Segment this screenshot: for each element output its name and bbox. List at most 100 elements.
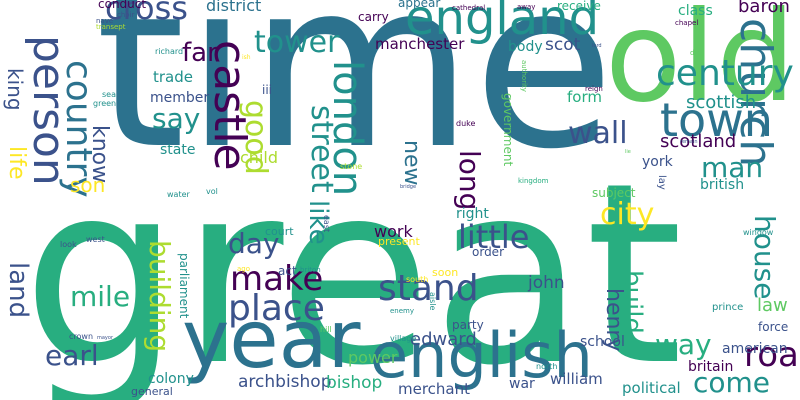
word-law: law bbox=[757, 295, 788, 316]
word-class: class bbox=[678, 3, 713, 19]
word-trade: trade bbox=[153, 68, 193, 86]
word-political: political bbox=[622, 379, 681, 397]
word-man: man bbox=[701, 151, 764, 184]
word-form: form bbox=[567, 88, 602, 106]
word-say: say bbox=[152, 102, 201, 135]
word-century: century bbox=[656, 53, 794, 94]
word-window: window bbox=[743, 228, 774, 237]
word-present: present bbox=[378, 235, 420, 248]
word-ago: ago bbox=[237, 265, 251, 273]
word-baron: baron bbox=[738, 0, 790, 17]
word-old: old bbox=[605, 0, 796, 130]
word-new: new bbox=[399, 140, 424, 186]
word-kingdom: kingdom bbox=[518, 177, 549, 185]
word-enemy: enemy bbox=[390, 307, 415, 315]
word-government: government bbox=[501, 93, 515, 167]
word-day: day bbox=[228, 227, 280, 260]
word-receive: receive bbox=[557, 0, 601, 13]
word-choir: choir bbox=[117, 11, 135, 19]
word-subject: subject bbox=[592, 186, 636, 200]
word-scotland: scotland bbox=[660, 131, 737, 152]
word-road: road bbox=[744, 335, 800, 375]
word-north: north bbox=[536, 362, 558, 371]
word-chapel: chapel bbox=[675, 19, 699, 27]
word-reign: reign bbox=[585, 85, 603, 93]
word-die: die bbox=[690, 49, 701, 57]
word-bridge: bridge bbox=[400, 184, 417, 190]
word-scottish: scottish bbox=[686, 92, 757, 113]
word-edward: edward bbox=[410, 329, 477, 350]
word-green: green bbox=[93, 99, 117, 108]
word-remain: remain bbox=[680, 139, 698, 145]
word-come: come bbox=[693, 366, 771, 399]
word-richard: richard bbox=[155, 47, 184, 56]
word-year: year bbox=[182, 293, 361, 386]
word-archbishop: archbishop bbox=[238, 372, 332, 392]
word-order: order bbox=[472, 245, 504, 259]
word-scot: scot bbox=[545, 35, 581, 55]
word-war: war bbox=[509, 376, 535, 392]
word-cathedral: cathedral bbox=[452, 4, 486, 12]
word-manchester: manchester bbox=[375, 35, 465, 53]
word-away: away bbox=[517, 3, 536, 11]
word-william: william bbox=[550, 370, 603, 388]
word-carry: carry bbox=[358, 10, 389, 24]
word-colony: colony bbox=[148, 371, 194, 387]
word-little: little bbox=[458, 218, 530, 256]
word-child: child bbox=[240, 148, 278, 167]
word-sea: sea bbox=[102, 90, 116, 99]
word-power: power bbox=[348, 348, 398, 367]
word-right: right bbox=[456, 206, 489, 222]
word-britain: britain bbox=[688, 359, 734, 375]
word-street: street bbox=[304, 105, 339, 193]
word-tower: tower bbox=[254, 25, 340, 60]
word-duke: duke bbox=[456, 119, 476, 128]
word-stand: stand bbox=[378, 268, 479, 309]
word-body: body bbox=[508, 39, 543, 55]
word-act: act bbox=[278, 264, 297, 278]
word-wall: wall bbox=[568, 116, 628, 151]
word-lord: lord bbox=[592, 43, 602, 49]
word-district: district bbox=[206, 0, 262, 15]
word-hill: hill bbox=[320, 325, 332, 334]
word-english: english bbox=[370, 319, 593, 392]
word-john: john bbox=[528, 273, 565, 293]
word-time: time bbox=[95, 0, 615, 200]
word-mile: mile bbox=[70, 280, 131, 313]
word-village: village bbox=[390, 334, 417, 343]
word-way: way bbox=[655, 328, 712, 361]
word-british: british bbox=[700, 177, 745, 193]
word-prince: prince bbox=[712, 302, 744, 313]
word-great: great bbox=[22, 129, 684, 400]
word-building: building bbox=[143, 240, 176, 353]
word-place: place bbox=[228, 288, 325, 329]
word-king: king bbox=[3, 68, 27, 111]
word-look: look bbox=[60, 240, 77, 249]
word-lie: lie bbox=[625, 149, 631, 155]
word-city: city bbox=[600, 197, 655, 232]
word-briton: briton bbox=[300, 266, 321, 274]
word-court: court bbox=[265, 225, 294, 238]
word-life: life bbox=[4, 146, 29, 180]
word-water: water bbox=[167, 190, 190, 199]
word-south: south bbox=[406, 275, 429, 284]
word-town: town bbox=[660, 93, 773, 147]
word-long: long bbox=[453, 150, 486, 211]
word-lay: lay bbox=[656, 175, 667, 190]
word-england: england bbox=[405, 0, 600, 46]
word-american: american bbox=[722, 341, 788, 357]
word-york: york bbox=[642, 154, 673, 170]
word-crown: crown bbox=[69, 332, 94, 341]
word-cross: cross bbox=[105, 0, 188, 27]
word-nave: nave bbox=[96, 17, 114, 25]
word-mayor: mayor bbox=[97, 335, 114, 341]
word-work: work bbox=[374, 222, 413, 241]
word-aisle: aisle bbox=[428, 292, 437, 311]
word-son: son bbox=[70, 173, 106, 197]
word-party: party bbox=[452, 318, 484, 332]
word-force: force bbox=[758, 320, 789, 334]
word-transept: transept bbox=[96, 23, 126, 31]
word-east: east bbox=[322, 215, 331, 233]
word-state: state bbox=[160, 142, 196, 158]
